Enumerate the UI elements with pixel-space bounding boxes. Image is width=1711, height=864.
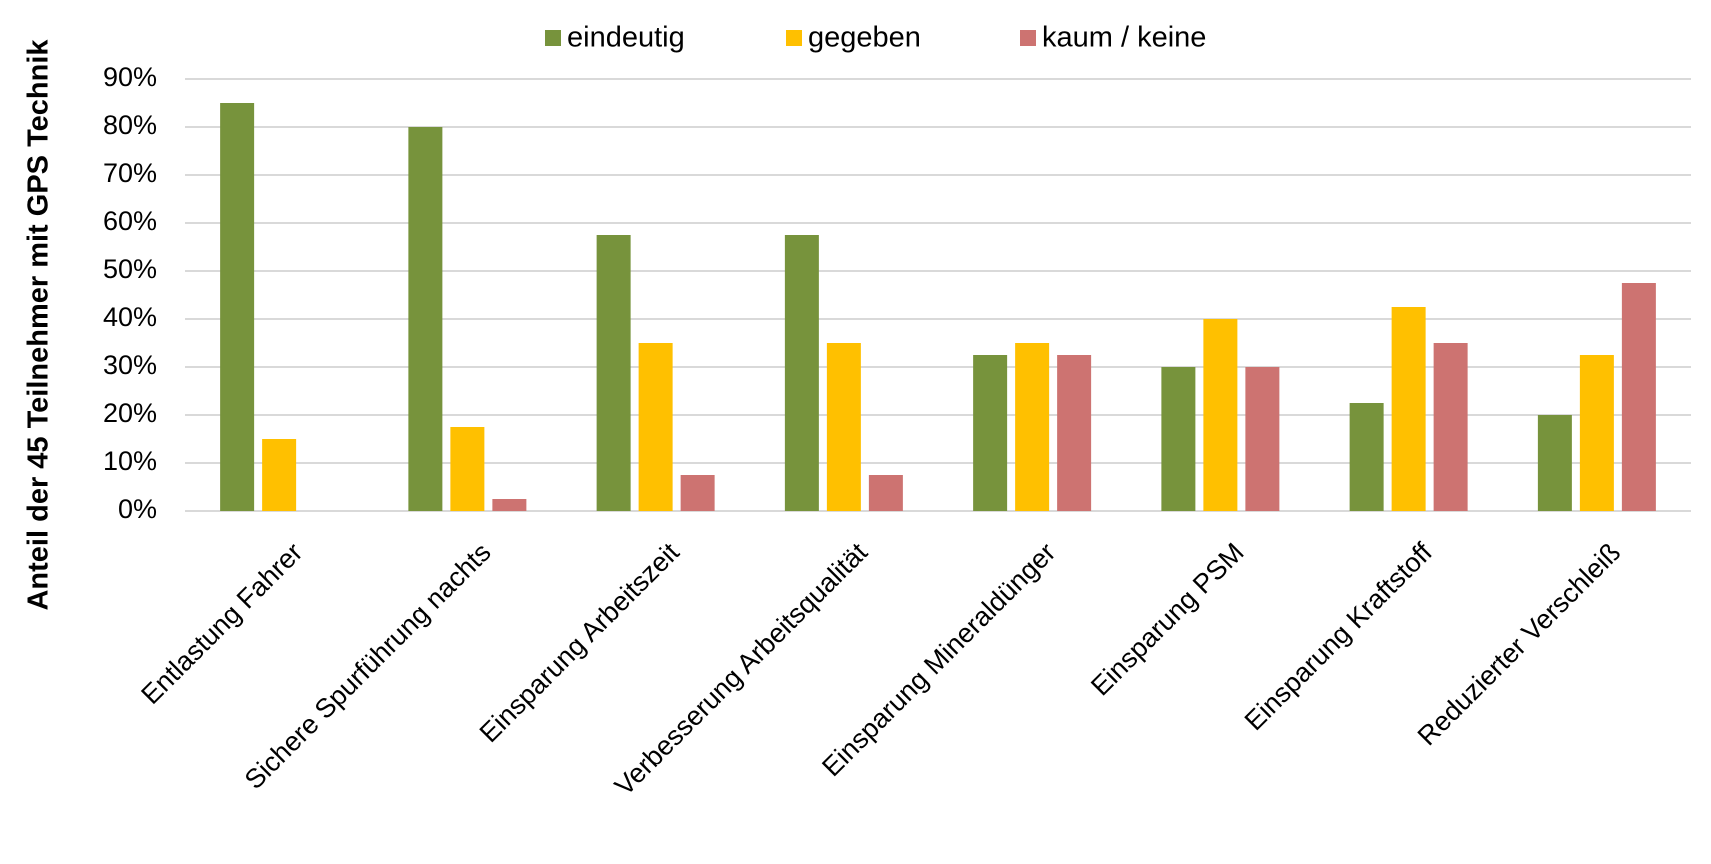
- y-tick-label: 60%: [103, 206, 157, 236]
- y-axis-label: Anteil der 45 Teilnehmer mit GPS Technik: [23, 39, 55, 611]
- x-tick-label: Reduzierter Verschleiß: [1412, 537, 1626, 751]
- y-tick-label: 50%: [103, 254, 157, 284]
- legend-label: eindeutig: [567, 22, 685, 54]
- bar: [408, 127, 443, 511]
- bar: [262, 439, 297, 511]
- y-tick-label: 20%: [103, 398, 157, 428]
- legend-label: gegeben: [808, 22, 921, 54]
- bar: [1621, 283, 1656, 511]
- bar: [1015, 343, 1050, 511]
- legend-swatch: [1020, 30, 1036, 46]
- bar: [220, 103, 255, 511]
- bar: [1391, 307, 1426, 511]
- legend-swatch: [545, 30, 561, 46]
- bar: [1245, 367, 1280, 511]
- bar: [1349, 403, 1384, 511]
- bar: [868, 475, 903, 511]
- bar: [492, 499, 527, 511]
- bar: [1057, 355, 1092, 511]
- y-tick-label: 0%: [118, 494, 157, 524]
- bar: [680, 475, 715, 511]
- y-tick-label: 30%: [103, 350, 157, 380]
- bar: [638, 343, 673, 511]
- x-tick-label: Einsparung PSM: [1085, 537, 1249, 701]
- legend-label: kaum / keine: [1042, 22, 1206, 54]
- y-tick-label: 10%: [103, 446, 157, 476]
- y-tick-label: 40%: [103, 302, 157, 332]
- x-tick-label: Einsparung Arbeitszeit: [474, 537, 686, 749]
- y-tick-label: 70%: [103, 158, 157, 188]
- bar: [784, 235, 819, 511]
- legend-swatch: [786, 30, 802, 46]
- bar: [1433, 343, 1468, 511]
- y-tick-label: 80%: [103, 110, 157, 140]
- bar: [450, 427, 485, 511]
- x-tick-label: Entlastung Fahrer: [135, 537, 308, 710]
- x-tick-label: Einsparung Kraftstoff: [1239, 537, 1439, 737]
- bar: [1161, 367, 1196, 511]
- bar: [1579, 355, 1614, 511]
- bar: [826, 343, 861, 511]
- bar: [973, 355, 1008, 511]
- bar: [1203, 319, 1238, 511]
- bar: [596, 235, 631, 511]
- bar: [1537, 415, 1572, 511]
- y-tick-label: 90%: [103, 62, 157, 92]
